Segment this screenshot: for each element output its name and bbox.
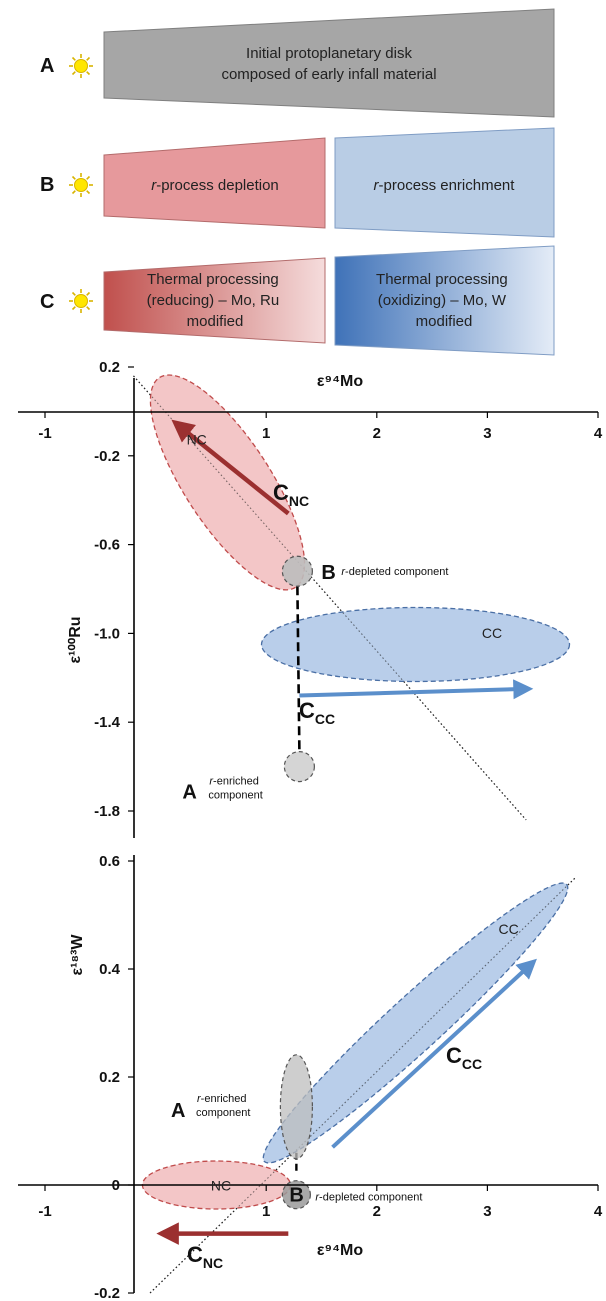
component-a-letter: A bbox=[171, 1100, 185, 1122]
r-process-enrichment-block bbox=[334, 127, 555, 238]
stage-c: C Thermal processing (reducing) – Mo, Ru… bbox=[40, 245, 555, 356]
stage-b-right-text: r-process enrichment bbox=[374, 177, 516, 194]
r-enriched-component-label-1: r-enriched bbox=[197, 1093, 247, 1105]
cc-label: CC bbox=[482, 625, 502, 641]
r-enriched-component-marker bbox=[283, 750, 315, 783]
cc-label: CC bbox=[498, 921, 518, 937]
stage-b-letter: B bbox=[40, 174, 54, 196]
c-cc-arrow bbox=[331, 958, 537, 1149]
r-depleted-component-marker bbox=[281, 555, 313, 587]
chart2-y-axis-label: ε¹⁸³W bbox=[69, 934, 86, 976]
x-tick-label: 1 bbox=[262, 1203, 270, 1220]
x-tick-label: 2 bbox=[373, 1203, 381, 1220]
y-tick-label: 0.2 bbox=[99, 1069, 120, 1086]
r-depleted-component-label: r-depleted component bbox=[315, 1192, 422, 1204]
stage-b-left-text: r-process depletion bbox=[151, 177, 279, 194]
r-enriched-component-marker bbox=[279, 1054, 313, 1160]
w-vs-mo-chart: -1 1 2 3 4 0.6 0.4 0.2 0 -0.2 ε⁹⁴Mo ε¹⁸³W CC NC CCC… bbox=[18, 853, 603, 1301]
x-tick-label: -1 bbox=[38, 425, 51, 442]
y-tick-label: -0.6 bbox=[94, 537, 120, 554]
thermal-reducing-block bbox=[103, 257, 326, 344]
sun-icon bbox=[69, 173, 93, 197]
y-tick-label: -1.0 bbox=[94, 625, 120, 642]
y-tick-label: 0 bbox=[112, 1177, 120, 1194]
x-tick-label: 4 bbox=[594, 425, 603, 442]
r-process-depletion-block bbox=[103, 137, 326, 229]
c-nc-label: CNC bbox=[187, 1242, 223, 1271]
c-cc-arrow bbox=[299, 679, 534, 700]
y-tick-label: -0.2 bbox=[94, 448, 120, 465]
c-nc-label: CNC bbox=[273, 480, 309, 509]
c-cc-label: CCC bbox=[446, 1043, 482, 1072]
y-tick-label: -1.8 bbox=[94, 803, 120, 820]
chart2-x-axis-label: ε⁹⁴Mo bbox=[317, 1242, 363, 1259]
sun-icon bbox=[69, 54, 93, 78]
r-enriched-component-label-2: component bbox=[208, 790, 262, 802]
cc-region bbox=[262, 882, 569, 1164]
thermal-oxidizing-block bbox=[334, 245, 555, 356]
protoplanetary-disk-block bbox=[103, 8, 555, 118]
y-tick-label: -1.4 bbox=[94, 714, 121, 731]
sun-icon bbox=[69, 289, 93, 313]
r-enriched-component-label-1: r-enriched bbox=[209, 776, 259, 788]
x-tick-label: 1 bbox=[262, 425, 270, 442]
c-nc-arrow bbox=[171, 419, 290, 516]
component-b-letter: B bbox=[321, 562, 335, 584]
nc-label: NC bbox=[211, 1177, 231, 1193]
component-a-letter: A bbox=[182, 782, 196, 804]
x-tick-label: -1 bbox=[38, 1203, 51, 1220]
r-depleted-component-marker bbox=[281, 1180, 311, 1210]
stage-c-right-text: Thermal processing (oxidizing) – Mo, W m… bbox=[376, 271, 512, 330]
stage-c-letter: C bbox=[40, 291, 54, 313]
x-tick-label: 4 bbox=[594, 1203, 603, 1220]
y-tick-label: 0.6 bbox=[99, 853, 120, 870]
stage-a-line1: Initial protoplanetary disk bbox=[246, 45, 412, 62]
c-cc-label: CCC bbox=[299, 698, 335, 727]
x-tick-label: 3 bbox=[483, 1203, 491, 1220]
cc-region bbox=[260, 606, 571, 683]
y-tick-label: -0.2 bbox=[94, 1285, 120, 1301]
r-depleted-component-label: r-depleted component bbox=[341, 566, 448, 578]
stage-c-left-text: Thermal processing (reducing) – Mo, Ru m… bbox=[147, 271, 284, 330]
stage-a: A Initial protoplanetary disk composed o… bbox=[40, 8, 555, 118]
stage-a-line2: composed of early infall material bbox=[221, 66, 436, 83]
stage-b: B r-process depletion r-process enrichme… bbox=[40, 127, 555, 238]
stage-a-letter: A bbox=[40, 55, 54, 77]
chart1-x-axis-label: ε⁹⁴Mo bbox=[317, 373, 363, 390]
x-tick-label: 2 bbox=[373, 425, 381, 442]
component-b-letter: B bbox=[289, 1185, 303, 1207]
ru-vs-mo-chart: -1 1 2 3 4 0.2 -0.2 -0.6 -1.0 -1.4 -1.8 ε⁹⁴Mo ε¹⁰⁰… bbox=[18, 359, 603, 838]
chart1-y-axis-label: ε¹⁰⁰Ru bbox=[67, 616, 84, 663]
x-tick-label: 3 bbox=[483, 425, 491, 442]
nc-label: NC bbox=[187, 432, 207, 448]
y-tick-label: 0.2 bbox=[99, 359, 120, 376]
y-tick-label: 0.4 bbox=[99, 961, 121, 978]
r-enriched-component-label-2: component bbox=[196, 1107, 250, 1119]
trend-line-overlay bbox=[133, 375, 527, 821]
